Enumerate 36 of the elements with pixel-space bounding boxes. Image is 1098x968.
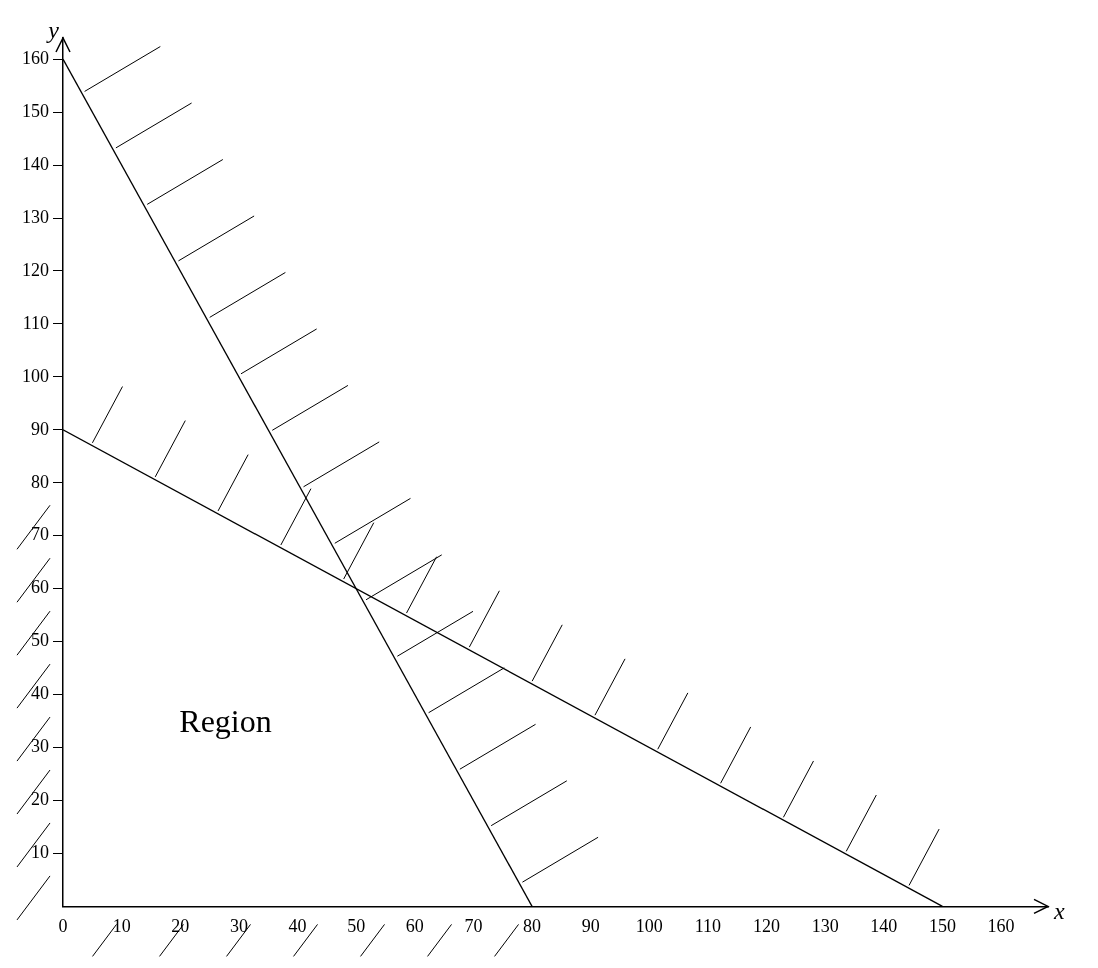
x-tick-label: 40 xyxy=(288,915,307,936)
x-tick-label: 20 xyxy=(171,915,190,936)
x-tick-label: 30 xyxy=(229,915,248,936)
y-tick-label: 50 xyxy=(31,630,49,651)
x-tick-label: 120 xyxy=(753,915,781,936)
y-tick-label: 160 xyxy=(22,47,49,68)
y-tick-label: 130 xyxy=(22,206,49,227)
y-tick-label: 70 xyxy=(31,524,49,545)
x-tick-label: 10 xyxy=(112,915,131,936)
y-tick-label: 140 xyxy=(22,153,49,174)
x-tick-label: 70 xyxy=(464,915,483,936)
x-axis-title: x xyxy=(1053,897,1065,924)
y-tick-label: 30 xyxy=(31,736,49,757)
y-tick-label: 120 xyxy=(22,259,49,280)
x-tick-label: 130 xyxy=(811,915,839,936)
y-axis-title: y xyxy=(46,17,60,44)
y-tick-label: 80 xyxy=(31,471,49,492)
x-tick-label: 140 xyxy=(870,915,898,936)
x-tick-label: 100 xyxy=(635,915,663,936)
y-tick-label: 100 xyxy=(22,365,49,386)
y-tick-label: 40 xyxy=(31,683,49,704)
x-tick-label: 160 xyxy=(987,915,1015,936)
x-tick-label: 60 xyxy=(405,915,424,936)
x-tick-label: 80 xyxy=(523,915,542,936)
x-tick-label: 0 xyxy=(58,915,68,936)
y-tick-label: 90 xyxy=(31,418,49,439)
y-tick-label: 110 xyxy=(22,312,49,333)
x-tick-label: 50 xyxy=(347,915,366,936)
x-tick-label: 110 xyxy=(694,915,722,936)
x-tick-label: 90 xyxy=(581,915,600,936)
x-tick-label: 150 xyxy=(928,915,956,936)
y-tick-label: 150 xyxy=(22,100,49,121)
annotation: Region xyxy=(179,703,272,740)
y-tick-label: 10 xyxy=(31,842,49,863)
y-tick-label: 60 xyxy=(31,577,49,598)
y-tick-label: 20 xyxy=(31,789,49,810)
